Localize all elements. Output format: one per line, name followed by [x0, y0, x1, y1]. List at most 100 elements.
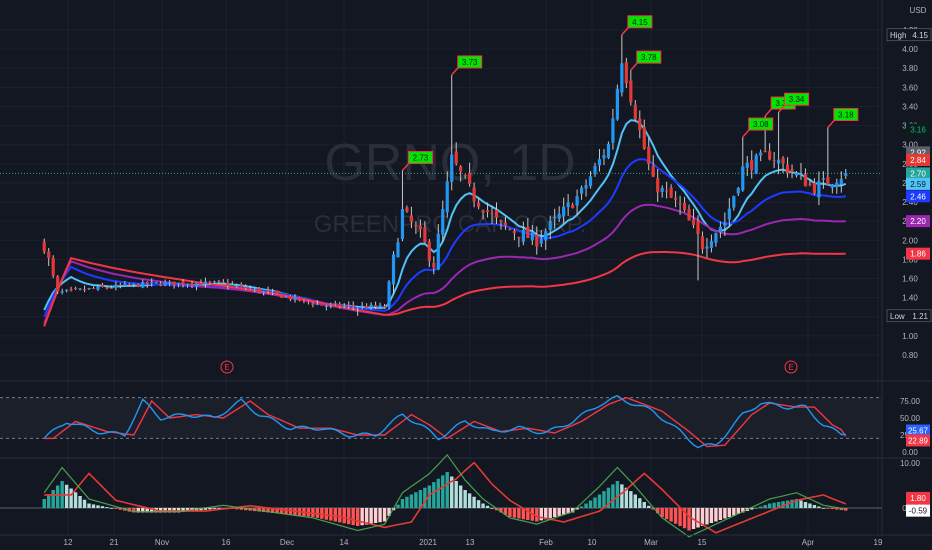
candle-body: [212, 281, 216, 283]
candle: [338, 301, 342, 309]
candle: [427, 239, 431, 267]
candle-body: [821, 178, 825, 180]
price-tag: 1.86: [906, 247, 930, 260]
macd-histogram-bar: [172, 508, 176, 513]
candle-body: [566, 202, 570, 208]
candle-body: [606, 143, 611, 158]
earnings-marker[interactable]: E: [220, 360, 234, 374]
time-tick-label: 19: [874, 538, 883, 547]
candle-body: [459, 166, 463, 172]
macd-histogram-bar: [817, 506, 821, 508]
macd-histogram-bar: [561, 508, 566, 515]
candle-body: [47, 251, 51, 258]
price-tag-box: [906, 247, 930, 260]
time-tick-label: 15: [698, 538, 707, 547]
candle-body: [114, 284, 118, 288]
candle: [136, 283, 140, 288]
candle: [714, 232, 718, 247]
candle: [544, 228, 548, 250]
candle: [271, 288, 275, 295]
candle: [65, 289, 69, 293]
candle: [785, 157, 790, 178]
candle-body: [714, 233, 718, 243]
candle-body: [347, 304, 351, 306]
pivot-value: 3.34: [789, 95, 805, 104]
candle-body: [844, 173, 848, 176]
candle-body: [257, 288, 261, 293]
candle-body: [78, 288, 82, 290]
earnings-circle: [784, 360, 798, 374]
macd-histogram-bar: [463, 490, 467, 508]
pivot-high-label: 3.18: [827, 108, 859, 128]
macd-histogram-bar: [669, 508, 673, 522]
candle: [732, 195, 736, 211]
macd-histogram-bar: [758, 506, 763, 508]
macd-histogram-bar: [575, 508, 579, 510]
pivot-high-label: 3.73: [451, 55, 483, 76]
candle-body: [633, 104, 637, 120]
candle: [575, 189, 579, 215]
macd-histogram-bar: [163, 508, 167, 513]
stochastic-pane: [0, 395, 882, 449]
macd-histogram-bar: [499, 508, 503, 513]
candle: [51, 255, 55, 279]
candle-body: [284, 296, 288, 298]
candle-body: [463, 174, 467, 176]
osc-tag-value: 25.67: [908, 427, 929, 436]
time-tick-label: Mar: [644, 538, 658, 547]
candle-body: [602, 155, 606, 159]
macd-histogram-bar: [55, 485, 60, 508]
osc-tick-label: 75.00: [900, 397, 921, 406]
candle: [342, 303, 346, 309]
candle: [60, 288, 64, 295]
macd-histogram-bar: [355, 508, 360, 526]
macd-histogram-bar: [320, 508, 324, 519]
candle-body: [288, 296, 293, 300]
candle-body: [839, 178, 843, 185]
candle: [181, 279, 185, 288]
candle-body: [705, 246, 709, 249]
candle-body: [794, 172, 799, 176]
macd-histogram-bar: [158, 508, 163, 513]
macd-histogram-bar: [754, 508, 758, 509]
earnings-marker[interactable]: E: [784, 360, 798, 374]
candle-body: [82, 289, 87, 291]
macd-histogram-bar: [315, 508, 320, 518]
macd-signal-line: [44, 461, 847, 534]
price-tag: 2.70: [906, 167, 930, 180]
candle: [678, 195, 682, 215]
price-tick-label: 1.60: [902, 275, 918, 284]
candle: [548, 215, 552, 240]
stoch-k-line: [43, 395, 846, 449]
ma-long-line: [43, 251, 846, 327]
time-tick-label: Nov: [155, 538, 169, 547]
candle: [468, 162, 472, 187]
pivot-high-label: 3.08: [742, 117, 774, 138]
candle: [669, 184, 673, 199]
macd-histogram-bar: [458, 485, 463, 508]
macd-histogram-bar: [212, 508, 217, 509]
candle-body: [391, 254, 396, 285]
candle-body: [553, 216, 557, 219]
macd-histogram-bar: [629, 491, 633, 508]
macd-tag: -0.59: [906, 504, 930, 517]
time-tick-label: 10: [588, 538, 597, 547]
candle: [499, 219, 503, 230]
candle: [508, 228, 512, 231]
candle-body: [696, 221, 700, 235]
candle: [539, 230, 543, 248]
candle: [727, 198, 731, 227]
candle-body: [781, 157, 785, 164]
high-badge: High 4.15: [886, 28, 932, 42]
candle-body: [244, 286, 248, 289]
candle: [230, 281, 234, 286]
time-axis: 12 21 Nov 16 Dec 14 2021 13 Feb 10 Mar 15 Apr 19: [0, 534, 932, 547]
candle: [821, 171, 825, 189]
candle-body: [109, 287, 114, 289]
macd-histogram-bar: [279, 508, 284, 514]
macd-histogram-bar: [167, 508, 172, 513]
candle-body: [378, 305, 382, 308]
candle-body: [271, 291, 275, 293]
candle-body: [56, 276, 60, 292]
